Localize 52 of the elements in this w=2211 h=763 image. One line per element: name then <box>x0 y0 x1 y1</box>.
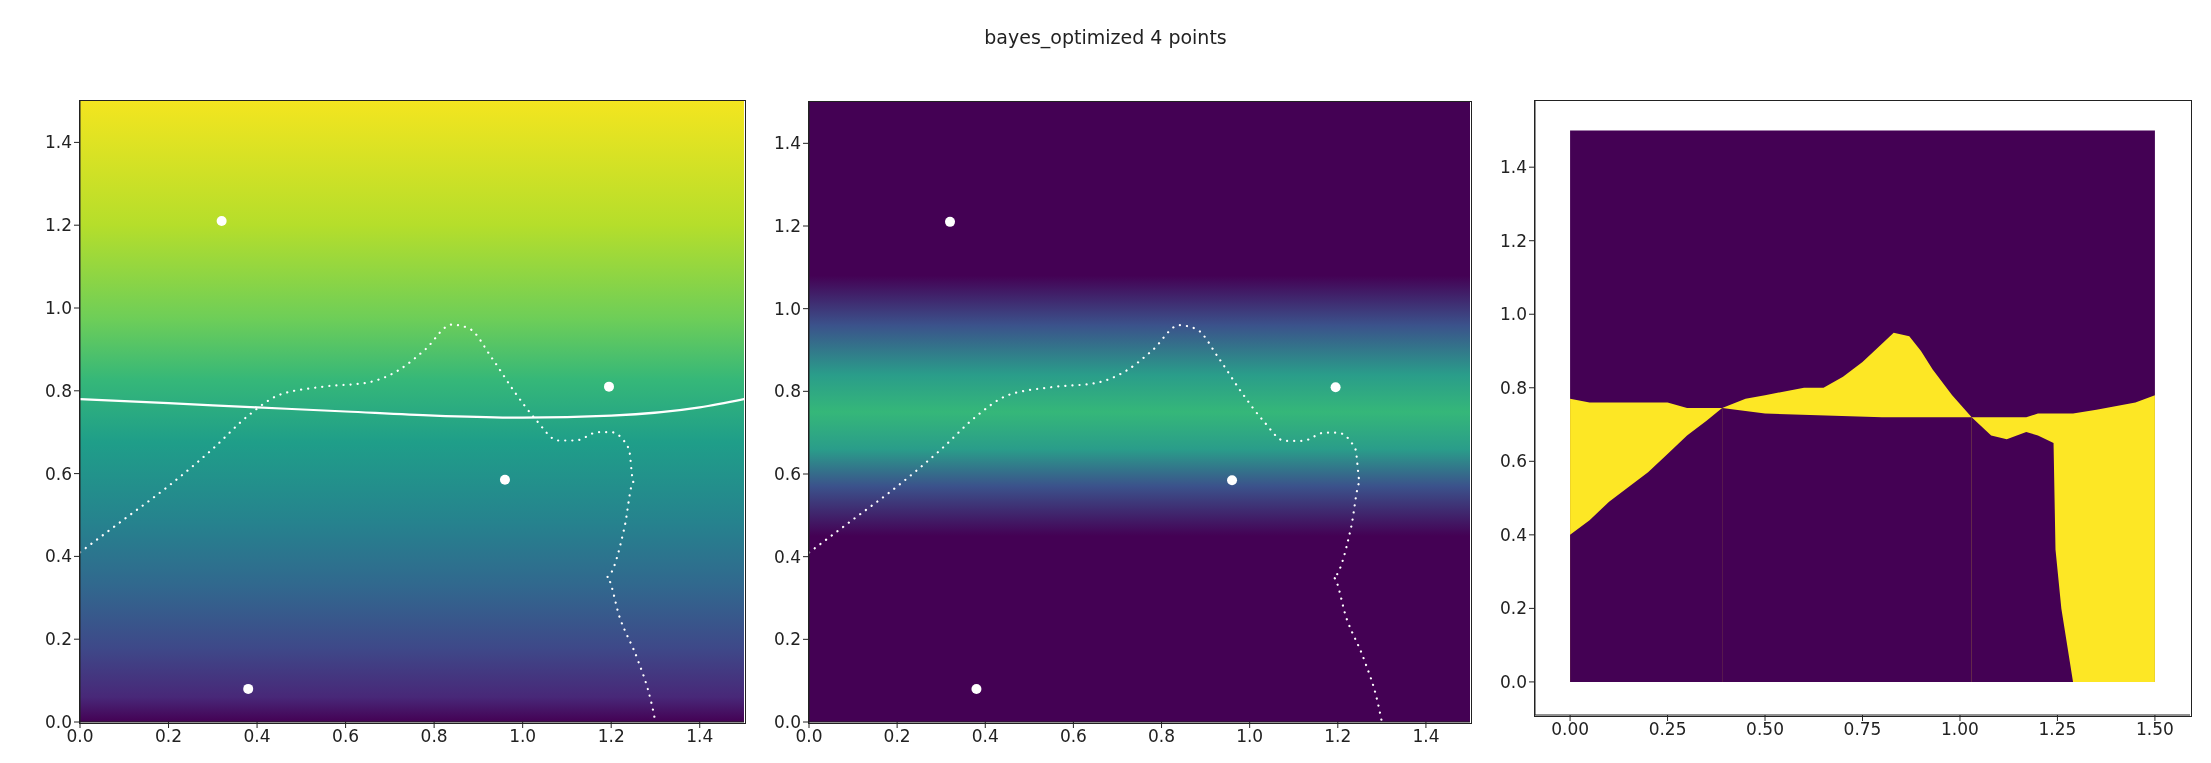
y-tick-label: 1.2 <box>44 215 72 236</box>
y-tick-label: 1.2 <box>1499 230 1527 251</box>
point <box>1330 382 1341 393</box>
x-tick-label: 1.25 <box>2038 719 2077 740</box>
x-tick-label: 0.6 <box>332 726 360 747</box>
y-tick-label: 0.8 <box>1499 377 1527 398</box>
x-tick-label: 0.00 <box>1551 719 1590 740</box>
y-tick-label: 1.4 <box>1499 157 1527 178</box>
y-tick-label: 0.8 <box>773 381 801 402</box>
x-tick-label: 0.4 <box>243 726 271 747</box>
x-tick-label: 1.2 <box>1324 726 1352 747</box>
point <box>603 381 614 392</box>
y-tick-label: 0.4 <box>1499 524 1527 545</box>
point <box>216 216 227 227</box>
y-tick-label: 0.8 <box>44 380 72 401</box>
y-tick-label: 1.4 <box>773 133 801 154</box>
x-tick-label: 0.50 <box>1746 719 1784 740</box>
x-tick-label: 1.00 <box>1941 719 1979 740</box>
y-tick-label: 1.4 <box>44 132 72 153</box>
y-tick-label: 0.4 <box>44 546 72 567</box>
y-tick-label: 0.0 <box>1499 671 1527 692</box>
y-tick-label: 1.0 <box>773 298 801 319</box>
x-tick-label: 0.8 <box>420 726 448 747</box>
x-tick-label: 0.4 <box>971 726 999 747</box>
x-tick-label: 1.2 <box>597 726 625 747</box>
point <box>945 216 956 227</box>
x-tick-label: 1.4 <box>1412 726 1440 747</box>
y-tick-label: 0.4 <box>773 546 801 567</box>
y-tick-label: 0.6 <box>44 463 72 484</box>
chart-title: bayes_optimized 4 points <box>983 26 1228 48</box>
x-tick-label: 1.0 <box>1236 726 1264 747</box>
x-tick-label: 0.25 <box>1648 719 1687 740</box>
x-tick-label: 0.6 <box>1059 726 1087 747</box>
point <box>243 683 254 694</box>
x-tick-label: 0.75 <box>1843 719 1882 740</box>
y-tick-label: 0.2 <box>44 629 72 650</box>
y-tick-label: 0.6 <box>1499 451 1527 472</box>
y-tick-label: 1.0 <box>44 298 72 319</box>
x-tick-label: 1.50 <box>2135 719 2174 740</box>
x-tick-label: 0.2 <box>883 726 911 747</box>
x-tick-label: 0.8 <box>1148 726 1176 747</box>
y-tick-label: 0.2 <box>1499 598 1527 619</box>
y-tick-label: 0.6 <box>773 464 801 485</box>
point <box>971 683 982 694</box>
point <box>499 474 510 485</box>
x-tick-label: 0.2 <box>155 726 183 747</box>
x-tick-label: 1.4 <box>686 726 714 747</box>
y-tick-label: 1.2 <box>773 216 801 237</box>
point <box>1227 475 1238 486</box>
y-tick-label: 1.0 <box>1499 304 1527 325</box>
x-tick-label: 1.0 <box>509 726 537 747</box>
y-tick-label: 0.2 <box>773 629 801 650</box>
